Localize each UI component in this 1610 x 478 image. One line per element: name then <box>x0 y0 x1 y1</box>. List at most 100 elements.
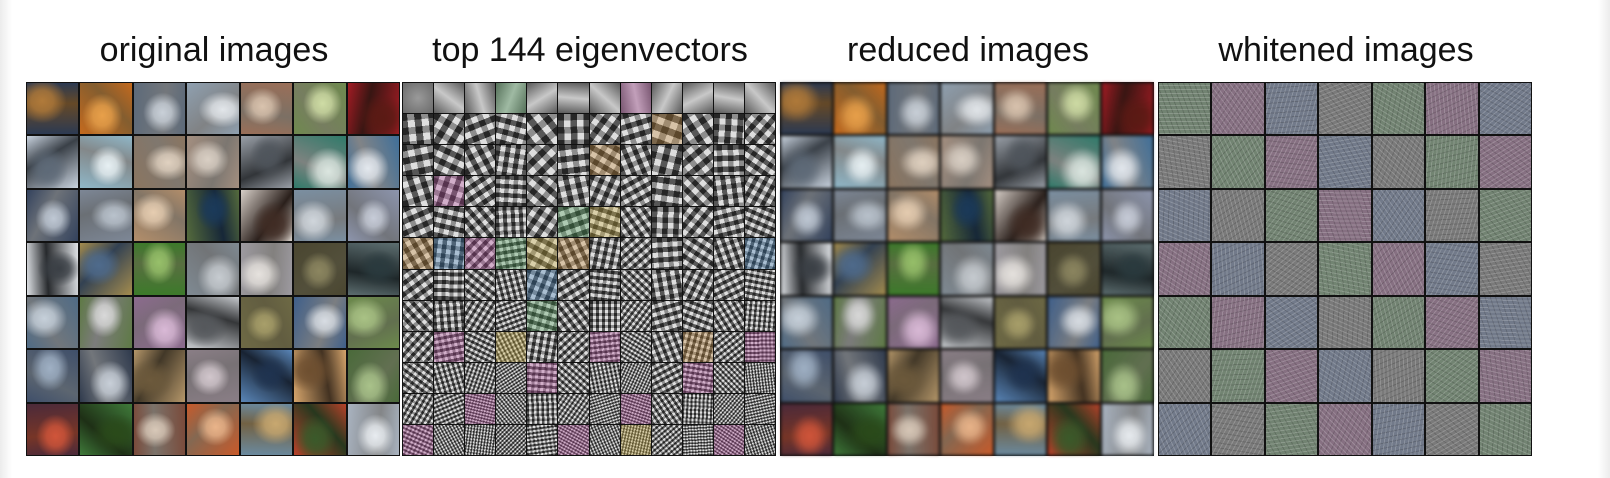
whitened-image-thumbnail <box>1479 243 1531 295</box>
eigenvector-thumbnail <box>434 145 465 176</box>
reduced-image-thumbnail <box>781 350 833 402</box>
eigenvector-thumbnail <box>496 269 527 300</box>
reduced-image-thumbnail <box>1101 136 1153 188</box>
eigenvector-thumbnail <box>558 83 589 114</box>
eigenvector-thumbnail <box>403 269 434 300</box>
eigenvector-thumbnail <box>620 207 651 238</box>
original-image-thumbnail <box>80 350 132 402</box>
reduced-image-thumbnail <box>994 296 1047 349</box>
eigenvector-thumbnail <box>558 114 589 145</box>
eigenvector-thumbnail <box>744 238 775 269</box>
eigenvector-thumbnail <box>496 238 527 269</box>
eigenvector-thumbnail <box>527 362 558 393</box>
reduced-image-thumbnail <box>941 403 993 455</box>
whitened-image-thumbnail <box>1372 350 1425 402</box>
original-image-thumbnail <box>187 189 239 242</box>
eigenvector-thumbnail <box>682 176 713 207</box>
eigenvector-thumbnail <box>713 331 744 362</box>
original-image-thumbnail <box>347 189 399 242</box>
whitened-image-thumbnail <box>1212 403 1264 455</box>
eigenvector-thumbnail <box>403 300 434 331</box>
original-image-thumbnail <box>347 136 399 188</box>
eigenvector-thumbnail <box>434 269 465 300</box>
eigenvector-thumbnail <box>527 145 558 176</box>
whitened-image-thumbnail <box>1426 403 1478 455</box>
original-image-thumbnail <box>80 136 132 188</box>
whitened-image-thumbnail <box>1159 403 1211 455</box>
eigenvector-thumbnail <box>527 176 558 207</box>
original-image-thumbnail <box>294 296 346 349</box>
reduced-image-thumbnail <box>1048 243 1100 295</box>
eigenvector-thumbnail <box>620 300 651 331</box>
eigenvector-thumbnail <box>527 331 558 362</box>
original-image-thumbnail <box>347 83 399 135</box>
eigenvector-thumbnail <box>496 424 527 455</box>
eigenvector-thumbnail <box>434 362 465 393</box>
eigenvector-thumbnail <box>496 145 527 176</box>
eigenvector-thumbnail <box>589 176 620 207</box>
whitened-image-thumbnail <box>1212 350 1264 402</box>
eigenvector-thumbnail <box>527 114 558 145</box>
eigenvector-thumbnail <box>403 114 434 145</box>
panel-reduced-images: reduced images <box>780 26 1156 456</box>
panel-title-original: original images <box>99 31 329 69</box>
original-image-thumbnail <box>240 189 293 242</box>
whitened-image-thumbnail <box>1372 296 1425 349</box>
reduced-image-thumbnail <box>834 403 886 455</box>
eigenvector-thumbnail <box>465 331 496 362</box>
reduced-image-thumbnail <box>1101 296 1153 349</box>
eigenvector-thumbnail <box>465 300 496 331</box>
right-edge-shade <box>1598 0 1610 478</box>
original-image-thumbnail <box>240 136 293 188</box>
reduced-image-thumbnail <box>887 83 940 135</box>
eigenvector-thumbnail <box>682 362 713 393</box>
eigenvector-thumbnail <box>558 176 589 207</box>
eigenvector-thumbnail <box>651 269 682 300</box>
whitened-image-thumbnail <box>1372 136 1425 188</box>
original-image-thumbnail <box>133 189 186 242</box>
original-image-thumbnail <box>294 350 346 402</box>
original-image-thumbnail <box>80 83 132 135</box>
eigenvector-thumbnail <box>682 114 713 145</box>
eigenvector-thumbnail <box>465 238 496 269</box>
whitened-image-thumbnail <box>1479 83 1531 135</box>
panel-title-whitened: whitened images <box>1218 31 1474 69</box>
whitened-image-thumbnail <box>1426 136 1478 188</box>
eigenvector-thumbnail <box>620 362 651 393</box>
eigenvector-thumbnail <box>558 300 589 331</box>
eigenvector-thumbnail <box>744 269 775 300</box>
panel-title-eigenvectors: top 144 eigenvectors <box>432 31 748 69</box>
eigenvector-thumbnail <box>682 238 713 269</box>
eigenvector-thumbnail <box>558 269 589 300</box>
original-image-thumbnail <box>80 189 132 242</box>
eigenvector-thumbnail <box>465 393 496 424</box>
eigenvector-thumbnail <box>589 114 620 145</box>
reduced-image-thumbnail <box>781 136 833 188</box>
reduced-image-thumbnail <box>1101 83 1153 135</box>
eigenvector-thumbnail <box>434 424 465 455</box>
original-image-thumbnail <box>27 83 79 135</box>
eigenvector-thumbnail <box>527 238 558 269</box>
reduced-image-thumbnail <box>994 136 1047 188</box>
original-image-thumbnail <box>187 403 239 455</box>
whitened-images-grid <box>1158 82 1532 456</box>
reduced-image-thumbnail <box>781 189 833 242</box>
whitened-image-thumbnail <box>1479 136 1531 188</box>
eigenvector-thumbnail <box>589 424 620 455</box>
eigenvector-thumbnail <box>496 300 527 331</box>
original-image-thumbnail <box>347 243 399 295</box>
eigenvector-thumbnail <box>713 83 744 114</box>
reduced-image-thumbnail <box>887 189 940 242</box>
eigenvector-thumbnail <box>558 238 589 269</box>
original-image-thumbnail <box>240 350 293 402</box>
whitened-image-thumbnail <box>1372 243 1425 295</box>
eigenvector-thumbnail <box>496 114 527 145</box>
reduced-image-thumbnail <box>941 189 993 242</box>
reduced-image-thumbnail <box>941 136 993 188</box>
whitened-image-thumbnail <box>1159 350 1211 402</box>
whitened-image-thumbnail <box>1426 83 1478 135</box>
eigenvector-thumbnail <box>403 207 434 238</box>
panel-title-reduced: reduced images <box>847 31 1089 69</box>
whitened-image-thumbnail <box>1159 243 1211 295</box>
eigenvector-thumbnail <box>465 145 496 176</box>
